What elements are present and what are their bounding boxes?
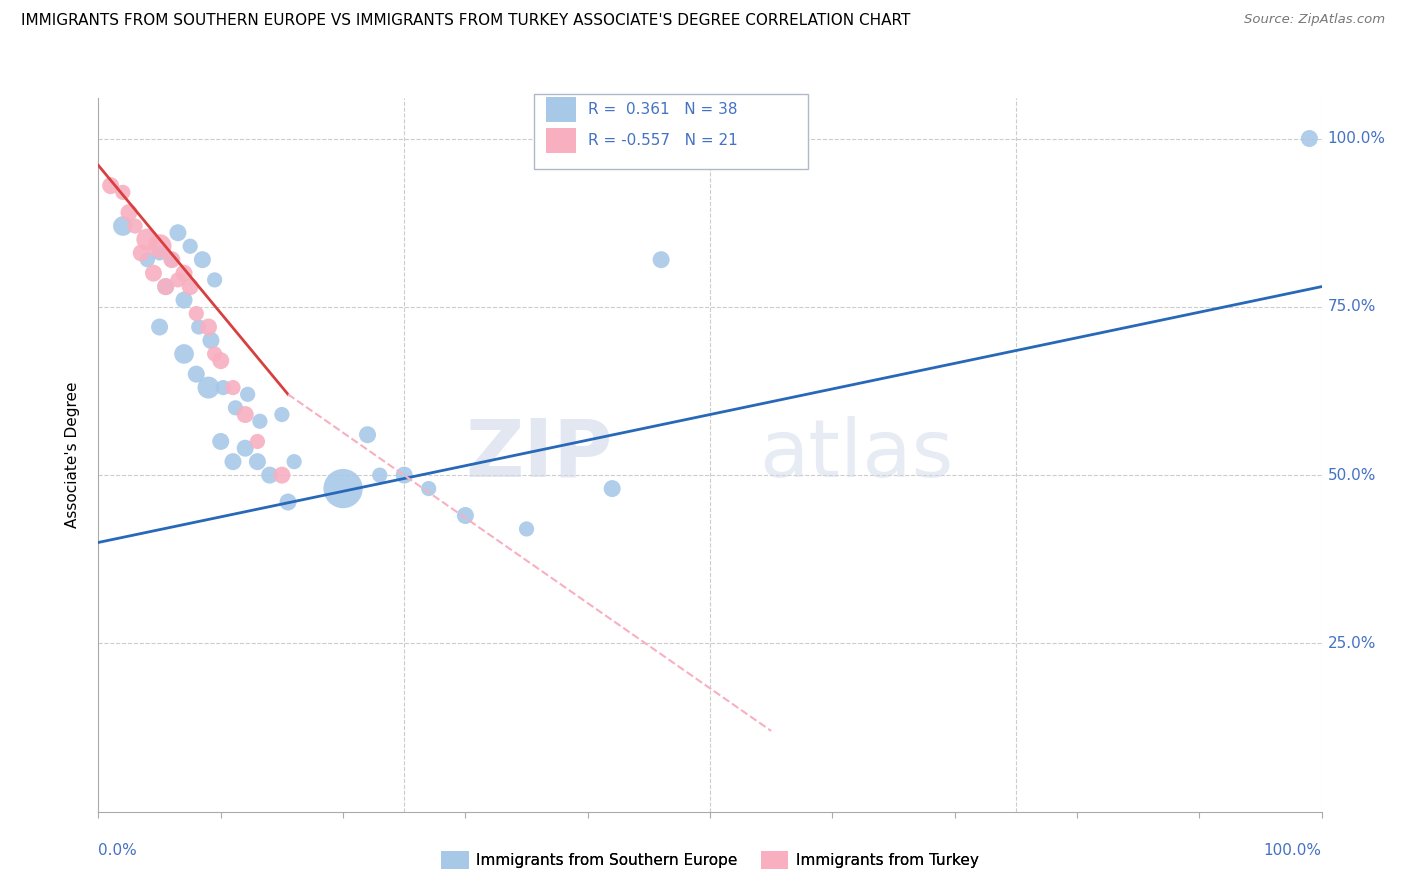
Text: 100.0%: 100.0% <box>1327 131 1386 146</box>
Point <box>167 273 190 287</box>
Point <box>179 279 201 293</box>
Point <box>186 307 208 321</box>
Point <box>155 279 177 293</box>
Text: 0.0%: 0.0% <box>98 843 138 858</box>
Point <box>368 468 391 483</box>
Point <box>249 414 271 428</box>
Point <box>167 226 190 240</box>
Point <box>129 246 152 260</box>
Point <box>173 266 195 280</box>
Point <box>155 279 177 293</box>
Point <box>1298 131 1320 145</box>
Point <box>186 367 208 381</box>
Point <box>118 205 141 219</box>
Point <box>191 252 214 267</box>
Point <box>222 381 245 395</box>
Point <box>173 347 195 361</box>
Point <box>160 252 183 267</box>
Point <box>270 408 294 422</box>
Point <box>149 320 172 334</box>
Point <box>149 246 172 260</box>
Point <box>233 408 256 422</box>
Point <box>392 468 416 483</box>
Point <box>149 239 172 253</box>
Point <box>233 441 256 455</box>
Point <box>111 186 134 200</box>
Point <box>283 455 305 469</box>
Point <box>277 495 299 509</box>
Point <box>200 334 222 348</box>
Point <box>600 482 623 496</box>
Text: R =  0.361   N = 38: R = 0.361 N = 38 <box>588 103 737 117</box>
Text: ZIP: ZIP <box>465 416 612 494</box>
Point <box>209 434 232 449</box>
Y-axis label: Associate's Degree: Associate's Degree <box>65 382 80 528</box>
Point <box>173 293 195 307</box>
Point <box>259 468 281 483</box>
Point <box>136 252 159 267</box>
Point <box>332 482 354 496</box>
Point <box>224 401 246 415</box>
Point <box>100 178 122 193</box>
Text: 100.0%: 100.0% <box>1264 843 1322 858</box>
Text: 25.0%: 25.0% <box>1327 636 1376 651</box>
Point <box>179 239 201 253</box>
Point <box>515 522 537 536</box>
Point <box>136 232 159 246</box>
Point <box>204 273 226 287</box>
Point <box>270 468 294 483</box>
Point <box>187 320 209 334</box>
Point <box>222 455 245 469</box>
Legend: Immigrants from Southern Europe, Immigrants from Turkey: Immigrants from Southern Europe, Immigra… <box>436 845 984 875</box>
Point <box>356 427 378 442</box>
Point <box>246 455 269 469</box>
Point <box>197 320 219 334</box>
Point <box>236 387 259 401</box>
Point <box>160 252 183 267</box>
Point <box>124 219 146 233</box>
Point <box>197 381 219 395</box>
Point <box>142 266 165 280</box>
Point <box>212 381 235 395</box>
Point <box>418 482 440 496</box>
Text: 50.0%: 50.0% <box>1327 467 1376 483</box>
Point <box>209 353 232 368</box>
Text: 75.0%: 75.0% <box>1327 300 1376 314</box>
Point <box>246 434 269 449</box>
Point <box>111 219 134 233</box>
Text: atlas: atlas <box>759 416 953 494</box>
Point <box>650 252 672 267</box>
Text: Source: ZipAtlas.com: Source: ZipAtlas.com <box>1244 13 1385 27</box>
Text: IMMIGRANTS FROM SOUTHERN EUROPE VS IMMIGRANTS FROM TURKEY ASSOCIATE'S DEGREE COR: IMMIGRANTS FROM SOUTHERN EUROPE VS IMMIG… <box>21 13 911 29</box>
Text: R = -0.557   N = 21: R = -0.557 N = 21 <box>588 133 738 147</box>
Point <box>204 347 226 361</box>
Point <box>454 508 477 523</box>
